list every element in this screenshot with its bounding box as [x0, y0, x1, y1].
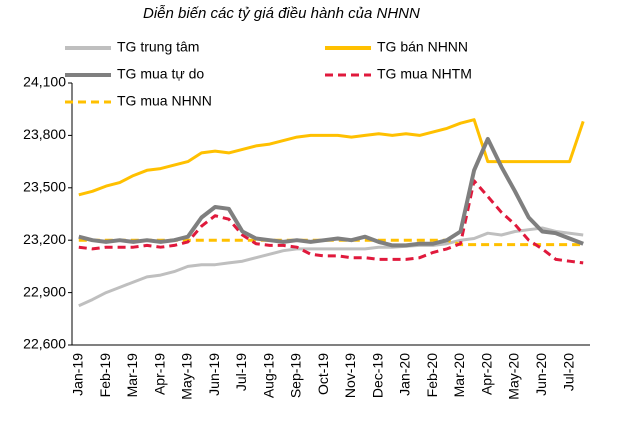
x-tick-label: Apr-20 — [478, 353, 494, 395]
y-tick-label: 24,100 — [23, 74, 66, 90]
x-tick-label: Jul-19 — [233, 353, 249, 391]
y-tick-label: 23,200 — [23, 231, 66, 247]
series-line — [78, 136, 584, 248]
x-tick-label: Dec-19 — [369, 353, 385, 398]
x-tick-label: Jun-19 — [206, 353, 222, 396]
x-tick-label: Mar-19 — [124, 353, 140, 398]
legend-label: TG mua NHNN — [117, 93, 212, 109]
x-tick-label: Feb-20 — [424, 353, 440, 398]
series-line — [78, 118, 585, 197]
x-tick-label: Jan-19 — [70, 353, 86, 396]
y-tick-label: 23,800 — [23, 126, 66, 142]
x-tick-label: Nov-19 — [342, 353, 358, 398]
series-line — [78, 226, 584, 308]
x-tick-label: May-19 — [179, 353, 195, 400]
x-tick-label: Sep-19 — [288, 353, 304, 398]
x-tick-label: May-20 — [506, 353, 522, 400]
x-tick-label: Oct-19 — [315, 353, 331, 395]
x-tick-label: Feb-19 — [97, 353, 113, 398]
legend-label: TG trung tâm — [117, 39, 199, 55]
x-tick-label: Apr-19 — [151, 353, 167, 395]
x-tick-label: Mar-20 — [451, 353, 467, 398]
x-tick-label: Jan-20 — [397, 353, 413, 396]
x-tick-label: Aug-19 — [260, 353, 276, 398]
legend-label: TG mua NHTM — [377, 66, 472, 82]
y-tick-label: 22,900 — [23, 283, 66, 299]
chart-title: Diễn biến các tỷ giá điều hành của NHNN — [143, 5, 420, 22]
legend-label: TG mua tự do — [117, 66, 204, 82]
y-tick-label: 22,600 — [23, 336, 66, 352]
y-tick-label: 23,500 — [23, 179, 66, 195]
x-tick-label: Jul-20 — [560, 353, 576, 391]
series-line — [78, 179, 584, 265]
x-tick-label: Jun-20 — [533, 353, 549, 396]
legend-label: TG bán NHNN — [377, 39, 468, 55]
